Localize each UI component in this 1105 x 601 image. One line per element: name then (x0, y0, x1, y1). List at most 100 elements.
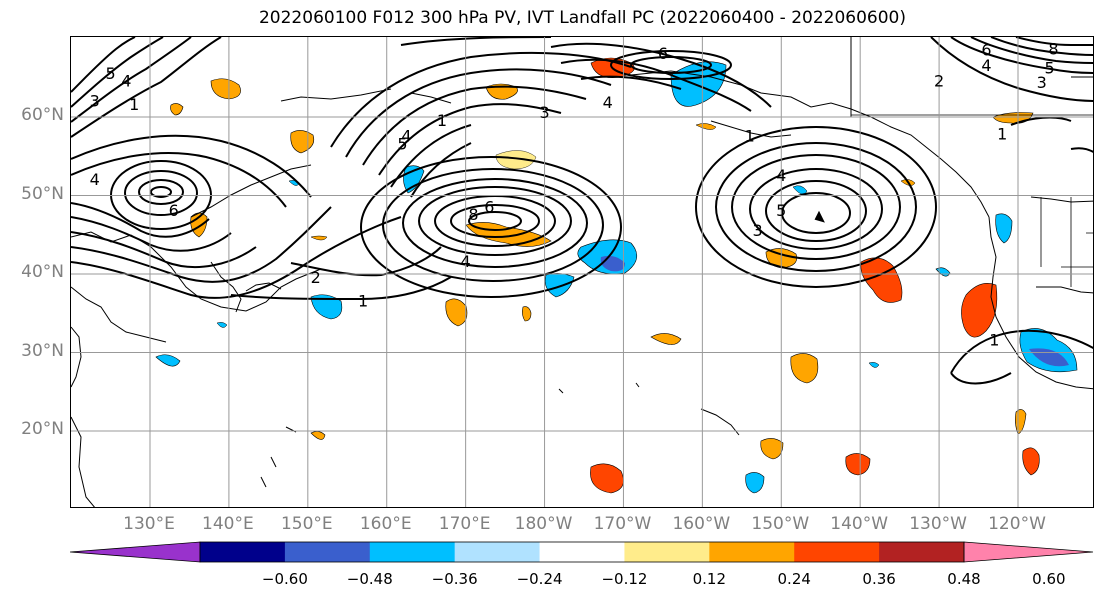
positive-anomaly-patch (290, 130, 315, 154)
colorbar-tick-label: −0.36 (431, 570, 478, 588)
contour-label: 1 (989, 331, 999, 350)
political-borders (850, 37, 1093, 287)
negative-anomaly-patch (995, 213, 1013, 244)
positive-anomaly-patch (760, 438, 784, 460)
colorbar-tick-label: 0.12 (692, 570, 727, 588)
positive-anomaly-patch (310, 431, 326, 440)
colorbar-cell (454, 542, 541, 562)
ivt-shading (155, 57, 1078, 494)
negative-anomaly-patch (745, 472, 765, 494)
contour-label: 2 (311, 268, 321, 287)
positive-anomaly-patch (650, 333, 682, 345)
longitude-label: 130°W (909, 514, 967, 534)
longitude-label: 120°W (988, 514, 1046, 534)
negative-anomaly-patch (935, 267, 951, 277)
longitude-label: 130°E (123, 514, 175, 534)
colorbar-cell (200, 542, 286, 562)
map-title: 2022060100 F012 300 hPa PV, IVT Landfall… (258, 8, 906, 28)
contour-label: 6 (658, 44, 668, 63)
latitude-label: 20°N (21, 419, 64, 439)
negative-anomaly-patch (310, 294, 343, 320)
contour-label: 5 (105, 64, 115, 83)
positive-anomaly-patch (495, 150, 537, 170)
colorbar-outline (199, 541, 965, 563)
positive-anomaly-patch (992, 112, 1034, 124)
positive-anomaly-patch (1022, 447, 1040, 476)
contour-label: 6 (484, 197, 494, 216)
contour-label: 4 (981, 56, 991, 75)
contour-label: 3 (90, 91, 100, 110)
contour-label: 4 (603, 93, 613, 112)
colorbar-cell (879, 542, 965, 562)
contour-label: 3 (1037, 73, 1047, 92)
positive-anomaly-patch (590, 463, 624, 494)
graticule (71, 37, 1093, 507)
positive-anomaly-patch (210, 78, 241, 100)
positive-anomaly-patch (170, 103, 184, 116)
negative-anomaly-patch (544, 273, 575, 298)
positive-anomaly-patch (310, 235, 328, 241)
contour-label: 4 (401, 127, 411, 146)
contour-label: 5 (397, 134, 407, 153)
map-canvas: 64543186415421346145364325811 (71, 37, 1093, 507)
contour-label: 3 (753, 221, 763, 240)
map-panel: 64543186415421346145364325811 (70, 36, 1094, 508)
positive-anomaly-patch (465, 222, 552, 247)
colorbar-extend-max (963, 541, 1094, 563)
negative-anomaly-patch (216, 322, 228, 328)
positive-anomaly-patch (1015, 409, 1027, 435)
longitude-label: 140°E (202, 514, 254, 534)
contour-labels: 64543186415421346145364325811 (90, 39, 1059, 350)
latitude-label: 30°N (21, 340, 64, 361)
longitude-label: 140°W (830, 514, 889, 534)
longitude-label: 170°W (593, 514, 652, 534)
negative-anomaly-patch (868, 362, 880, 368)
longitude-label: 170°E (438, 514, 491, 534)
latitude-label: 60°N (21, 105, 64, 125)
latitude-label: 40°N (21, 262, 64, 282)
colorbar-cell (369, 542, 456, 562)
colorbar-cell (284, 542, 371, 562)
positive-anomaly-patch (485, 83, 518, 100)
negative-anomaly-patch (155, 354, 181, 367)
contour-label: 5 (776, 201, 786, 220)
colorbar-extend-min (70, 541, 201, 563)
contour-label: 4 (461, 252, 471, 271)
colorbar-tick-label: −0.12 (601, 570, 648, 588)
negative-anomaly-patch (792, 185, 808, 195)
positive-anomaly-patch (845, 453, 871, 476)
contour-label: 6 (981, 40, 991, 59)
contour-label: 5 (1044, 58, 1054, 77)
colorbar-cell (624, 542, 710, 562)
positive-anomaly-patch (790, 353, 819, 384)
contour-label: 1 (745, 127, 755, 146)
colorbar-cell (709, 542, 795, 562)
contour-label: 8 (468, 205, 478, 224)
contour-label: 4 (776, 166, 786, 185)
colorbar-tick-label: 0.48 (947, 570, 981, 588)
colorbar-tick-label: 0.60 (1032, 570, 1066, 588)
contour-label: 4 (90, 170, 100, 189)
contour-label: 1 (997, 124, 1007, 143)
colorbar-tick-label: −0.60 (261, 570, 308, 588)
colorbar-tick-label: 0.24 (777, 570, 811, 588)
contour-label: 4 (121, 72, 131, 91)
longitude-label: 150°E (280, 514, 333, 534)
contour-label: 1 (129, 95, 139, 114)
pv-contours (71, 37, 1093, 385)
contour-label: 8 (1048, 39, 1058, 58)
colorbar-cell (539, 542, 625, 562)
colorbar (70, 541, 1094, 563)
longitude-label: 160°E (359, 514, 412, 534)
longitude-label: 180°W (514, 514, 573, 534)
positive-anomaly-patch (695, 123, 717, 130)
positive-anomaly-patch (445, 298, 468, 327)
negative-anomaly-patch (670, 61, 727, 107)
contour-label: 3 (539, 103, 549, 122)
colorbar-tick-label: −0.24 (516, 570, 563, 588)
contour-label: 6 (169, 201, 179, 220)
positive-anomaly-patch (961, 283, 998, 338)
colorbar-tick-label: 0.36 (862, 570, 896, 588)
longitude-label: 160°W (672, 514, 731, 534)
contour-label: 2 (934, 72, 944, 91)
